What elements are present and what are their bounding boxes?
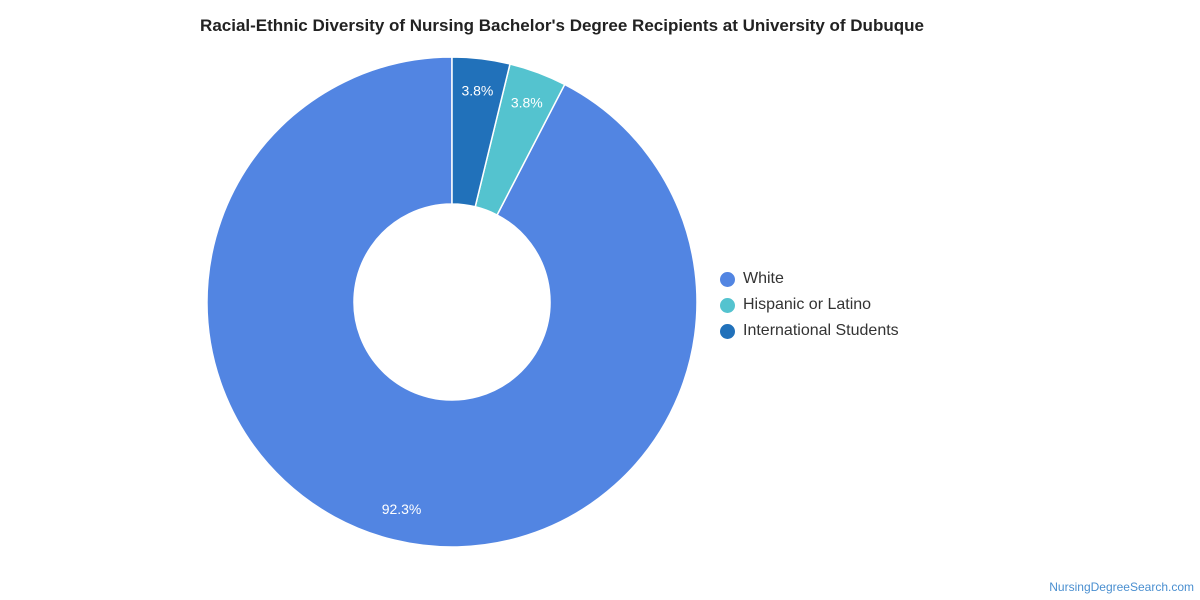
legend-swatch-international-students bbox=[720, 323, 735, 339]
legend-item-international-students[interactable]: International Students bbox=[720, 318, 899, 344]
legend: White Hispanic or Latino International S… bbox=[720, 266, 899, 344]
legend-swatch-hispanic-or-latino bbox=[720, 297, 735, 313]
legend-label-international-students: International Students bbox=[743, 322, 899, 339]
chart-title: Racial-Ethnic Diversity of Nursing Bache… bbox=[200, 16, 924, 35]
legend-item-hispanic-or-latino[interactable]: Hispanic or Latino bbox=[720, 292, 899, 318]
slice-label-hispanic-or-latino: 3.8% bbox=[511, 94, 543, 110]
legend-swatch-white bbox=[720, 271, 735, 287]
legend-label-hispanic-or-latino: Hispanic or Latino bbox=[743, 296, 872, 313]
slice-international-students[interactable] bbox=[451, 56, 511, 208]
slice-white[interactable] bbox=[206, 56, 698, 548]
slice-label-international-students: 3.8% bbox=[461, 82, 493, 98]
legend-label-white: White bbox=[743, 270, 784, 287]
site-watermark[interactable]: NursingDegreeSearch.com bbox=[1049, 580, 1194, 594]
legend-item-white[interactable]: White bbox=[720, 266, 899, 292]
slice-label-white: 92.3% bbox=[382, 501, 422, 517]
